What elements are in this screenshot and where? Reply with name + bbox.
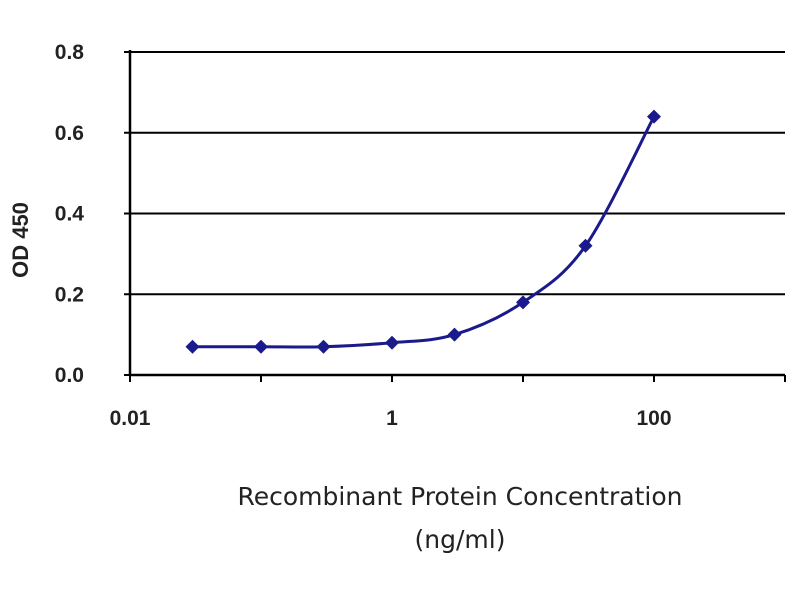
y-axis-title: OD 450	[8, 202, 33, 278]
data-point	[578, 238, 593, 253]
data-point	[316, 339, 331, 354]
data-point	[254, 339, 268, 354]
x-axis-units: (ng/ml)	[415, 525, 506, 554]
data-point	[647, 109, 661, 124]
x-axis-ticks: 0.01 1 100	[110, 375, 786, 430]
y-tick-label: 0.6	[55, 122, 84, 145]
x-tick-label: 100	[636, 407, 671, 430]
x-axis-title: Recombinant Protein Concentration	[237, 482, 682, 511]
y-axis-ticks: 0.0 0.2 0.4 0.6 0.8	[55, 41, 130, 387]
y-tick-label: 0.0	[55, 364, 84, 387]
y-tick-label: 0.2	[55, 283, 84, 306]
grid-lines	[130, 51, 785, 296]
data-point	[385, 335, 399, 350]
data-point	[185, 339, 200, 354]
x-tick-label: 0.01	[110, 407, 151, 430]
series-line	[192, 115, 656, 349]
series-layer	[185, 109, 661, 354]
data-point	[447, 327, 462, 342]
y-tick-label: 0.4	[55, 203, 85, 226]
x-tick-label: 1	[386, 407, 398, 430]
y-tick-label: 0.8	[55, 41, 85, 64]
data-point	[516, 295, 530, 310]
